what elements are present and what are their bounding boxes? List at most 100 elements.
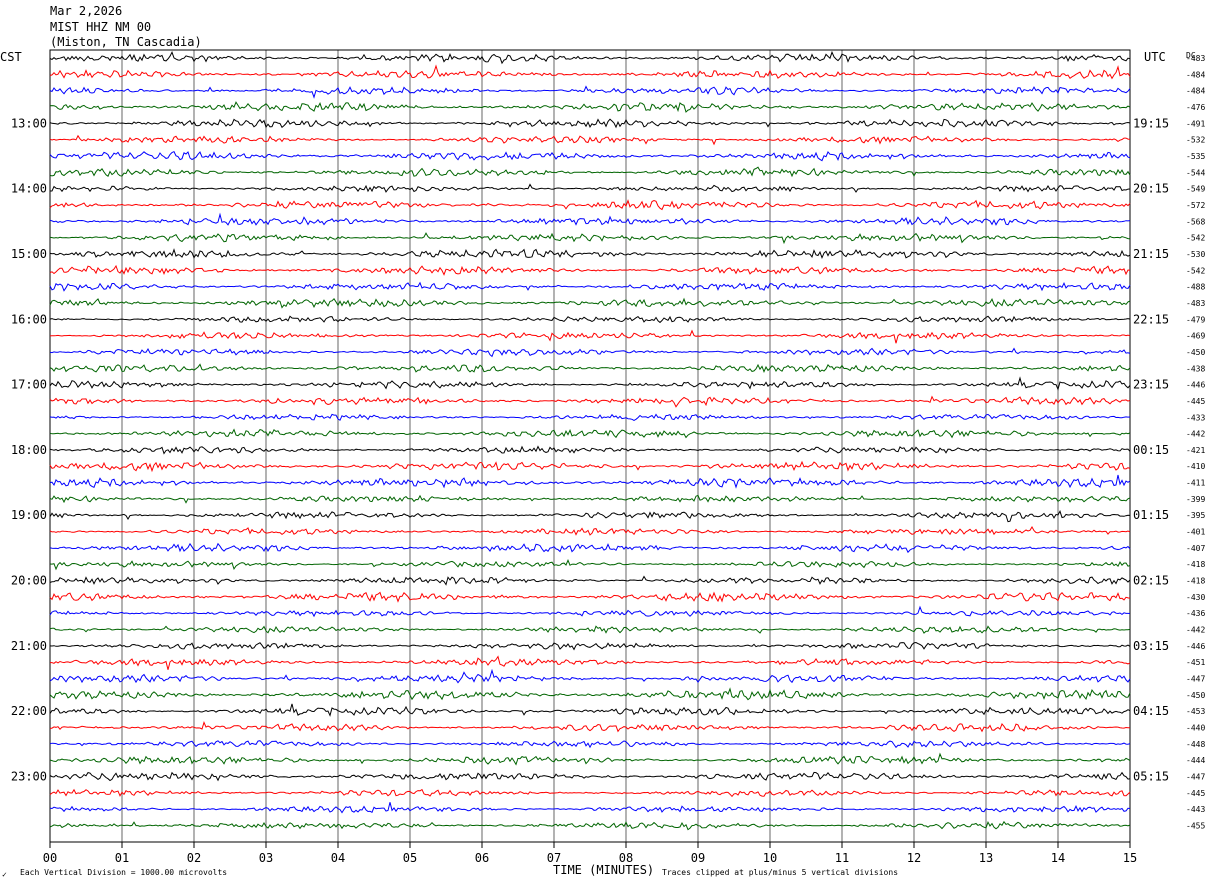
- dc-offset-label: -483: [1186, 54, 1205, 63]
- dc-offset-label: -549: [1186, 185, 1205, 194]
- trace-line: [49, 428, 1131, 439]
- trace-line: [49, 212, 1131, 226]
- trace-line: [49, 559, 1131, 571]
- trace-line: [49, 347, 1131, 358]
- dc-offset-label: -479: [1186, 315, 1205, 324]
- header-date: Mar 2,2026: [50, 4, 123, 18]
- trace-line: [49, 297, 1131, 309]
- trace-line: [49, 788, 1131, 798]
- utc-hour-label: 21:15: [1133, 247, 1169, 261]
- dc-offset-label: -436: [1186, 609, 1205, 618]
- dc-offset-label: -455: [1186, 822, 1205, 831]
- trace-line: [49, 752, 1131, 766]
- utc-hour-label: 20:15: [1133, 182, 1169, 196]
- trace-line: [49, 264, 1131, 276]
- x-tick-label: 10: [763, 851, 777, 865]
- dc-offset-label: -445: [1186, 397, 1205, 406]
- dc-offset-label: -484: [1186, 70, 1205, 79]
- utc-hour-label: 23:15: [1133, 378, 1169, 392]
- cst-hour-label: 23:00: [11, 770, 47, 784]
- dc-offset-label: -443: [1186, 805, 1205, 814]
- x-tick-label: 01: [115, 851, 129, 865]
- trace-line: [49, 445, 1131, 455]
- cst-hour-label: 16:00: [11, 312, 47, 326]
- dc-offset-label: -446: [1186, 381, 1205, 390]
- grid-lines: [121, 50, 1059, 842]
- dc-offset-label: -447: [1186, 675, 1205, 684]
- x-tick-label: 11: [835, 851, 849, 865]
- utc-hour-label: 22:15: [1133, 312, 1169, 326]
- cst-hour-label: 14:00: [11, 182, 47, 196]
- dc-offset-label: -535: [1186, 152, 1205, 161]
- dc-offset-label: -411: [1186, 479, 1205, 488]
- dc-header-label: DC: [1186, 51, 1196, 60]
- trace-line: [49, 474, 1131, 489]
- trace-line: [49, 118, 1131, 129]
- dc-offset-label: -488: [1186, 283, 1205, 292]
- utc-hour-label: 01:15: [1133, 508, 1169, 522]
- trace-line: [49, 526, 1131, 536]
- header-station: MIST HHZ NM 00: [50, 20, 152, 34]
- trace-line: [49, 668, 1131, 684]
- x-tick-label: 08: [619, 851, 633, 865]
- utc-hour-label: 03:15: [1133, 639, 1169, 653]
- utc-hour-label: 19:15: [1133, 116, 1169, 130]
- x-tick-label: 00: [43, 851, 57, 865]
- dc-offset-label: -444: [1186, 756, 1205, 765]
- utc-hour-label: 04:15: [1133, 704, 1169, 718]
- dc-offset-label: -530: [1186, 250, 1205, 259]
- dc-offset-label: -395: [1186, 511, 1205, 520]
- dc-offset-label: -399: [1186, 495, 1205, 504]
- x-tick-label: 02: [187, 851, 201, 865]
- dc-offset-label: -484: [1186, 87, 1205, 96]
- trace-line: [49, 641, 1131, 651]
- dc-offset-label: -572: [1186, 201, 1205, 210]
- x-tick-label: 13: [979, 851, 993, 865]
- dc-offset-label: -469: [1186, 332, 1205, 341]
- header-location: (Miston, TN Cascadia): [50, 35, 202, 49]
- trace-line: [49, 542, 1131, 554]
- dc-offset-label: -418: [1186, 577, 1205, 586]
- dc-offset-label: -453: [1186, 707, 1205, 716]
- dc-offset-label: -532: [1186, 136, 1205, 145]
- trace-line: [50, 655, 1131, 670]
- trace-line: [49, 820, 1131, 831]
- trace-line: [49, 363, 1131, 374]
- dc-offset-label: -451: [1186, 658, 1205, 667]
- dc-offset-label: -450: [1186, 691, 1205, 700]
- dc-offset-label: -476: [1186, 103, 1205, 112]
- dc-offset-label: -447: [1186, 773, 1205, 782]
- trace-line: [49, 771, 1131, 782]
- dc-offset-label: -410: [1186, 462, 1205, 471]
- dc-offset-label: -430: [1186, 593, 1205, 602]
- cst-axis-label: CST: [0, 50, 22, 64]
- dc-offset-labels: -483 -484 -484 -476 -491 -532 -535 -544 -549 -572…: [1186, 54, 1205, 831]
- trace-line: [49, 281, 1131, 292]
- dc-offset-label: -442: [1186, 430, 1205, 439]
- trace-line: [49, 166, 1131, 178]
- x-tick-label: 04: [331, 851, 345, 865]
- trace-line: [49, 376, 1131, 391]
- cst-hour-label: 20:00: [11, 574, 47, 588]
- trace-line: [49, 248, 1131, 260]
- cst-hour-label: 17:00: [11, 378, 47, 392]
- x-tick-label: 14: [1051, 851, 1065, 865]
- right-hour-labels: 19:15 20:15 21:15 22:15 23:15 00:15 01:15 02:15…: [1133, 116, 1169, 783]
- trace-line: [49, 150, 1131, 162]
- dc-offset-label: -438: [1186, 364, 1205, 373]
- trace-line: [49, 413, 1131, 421]
- x-tick-label: 05: [403, 851, 417, 865]
- trace-line: [49, 605, 1131, 618]
- dc-offset-label: -421: [1186, 446, 1205, 455]
- seismic-traces: [49, 50, 1131, 831]
- dc-offset-label: -491: [1186, 119, 1205, 128]
- dc-offset-label: -542: [1186, 234, 1205, 243]
- dc-offset-label: -544: [1186, 168, 1205, 177]
- dc-offset-label: -442: [1186, 626, 1205, 635]
- dc-offset-label: -440: [1186, 724, 1205, 733]
- x-tick-label: 07: [547, 851, 561, 865]
- trace-line: [49, 395, 1131, 408]
- x-axis-title: TIME (MINUTES): [553, 863, 654, 877]
- trace-line: [49, 591, 1131, 603]
- dc-offset-label: -433: [1186, 413, 1205, 422]
